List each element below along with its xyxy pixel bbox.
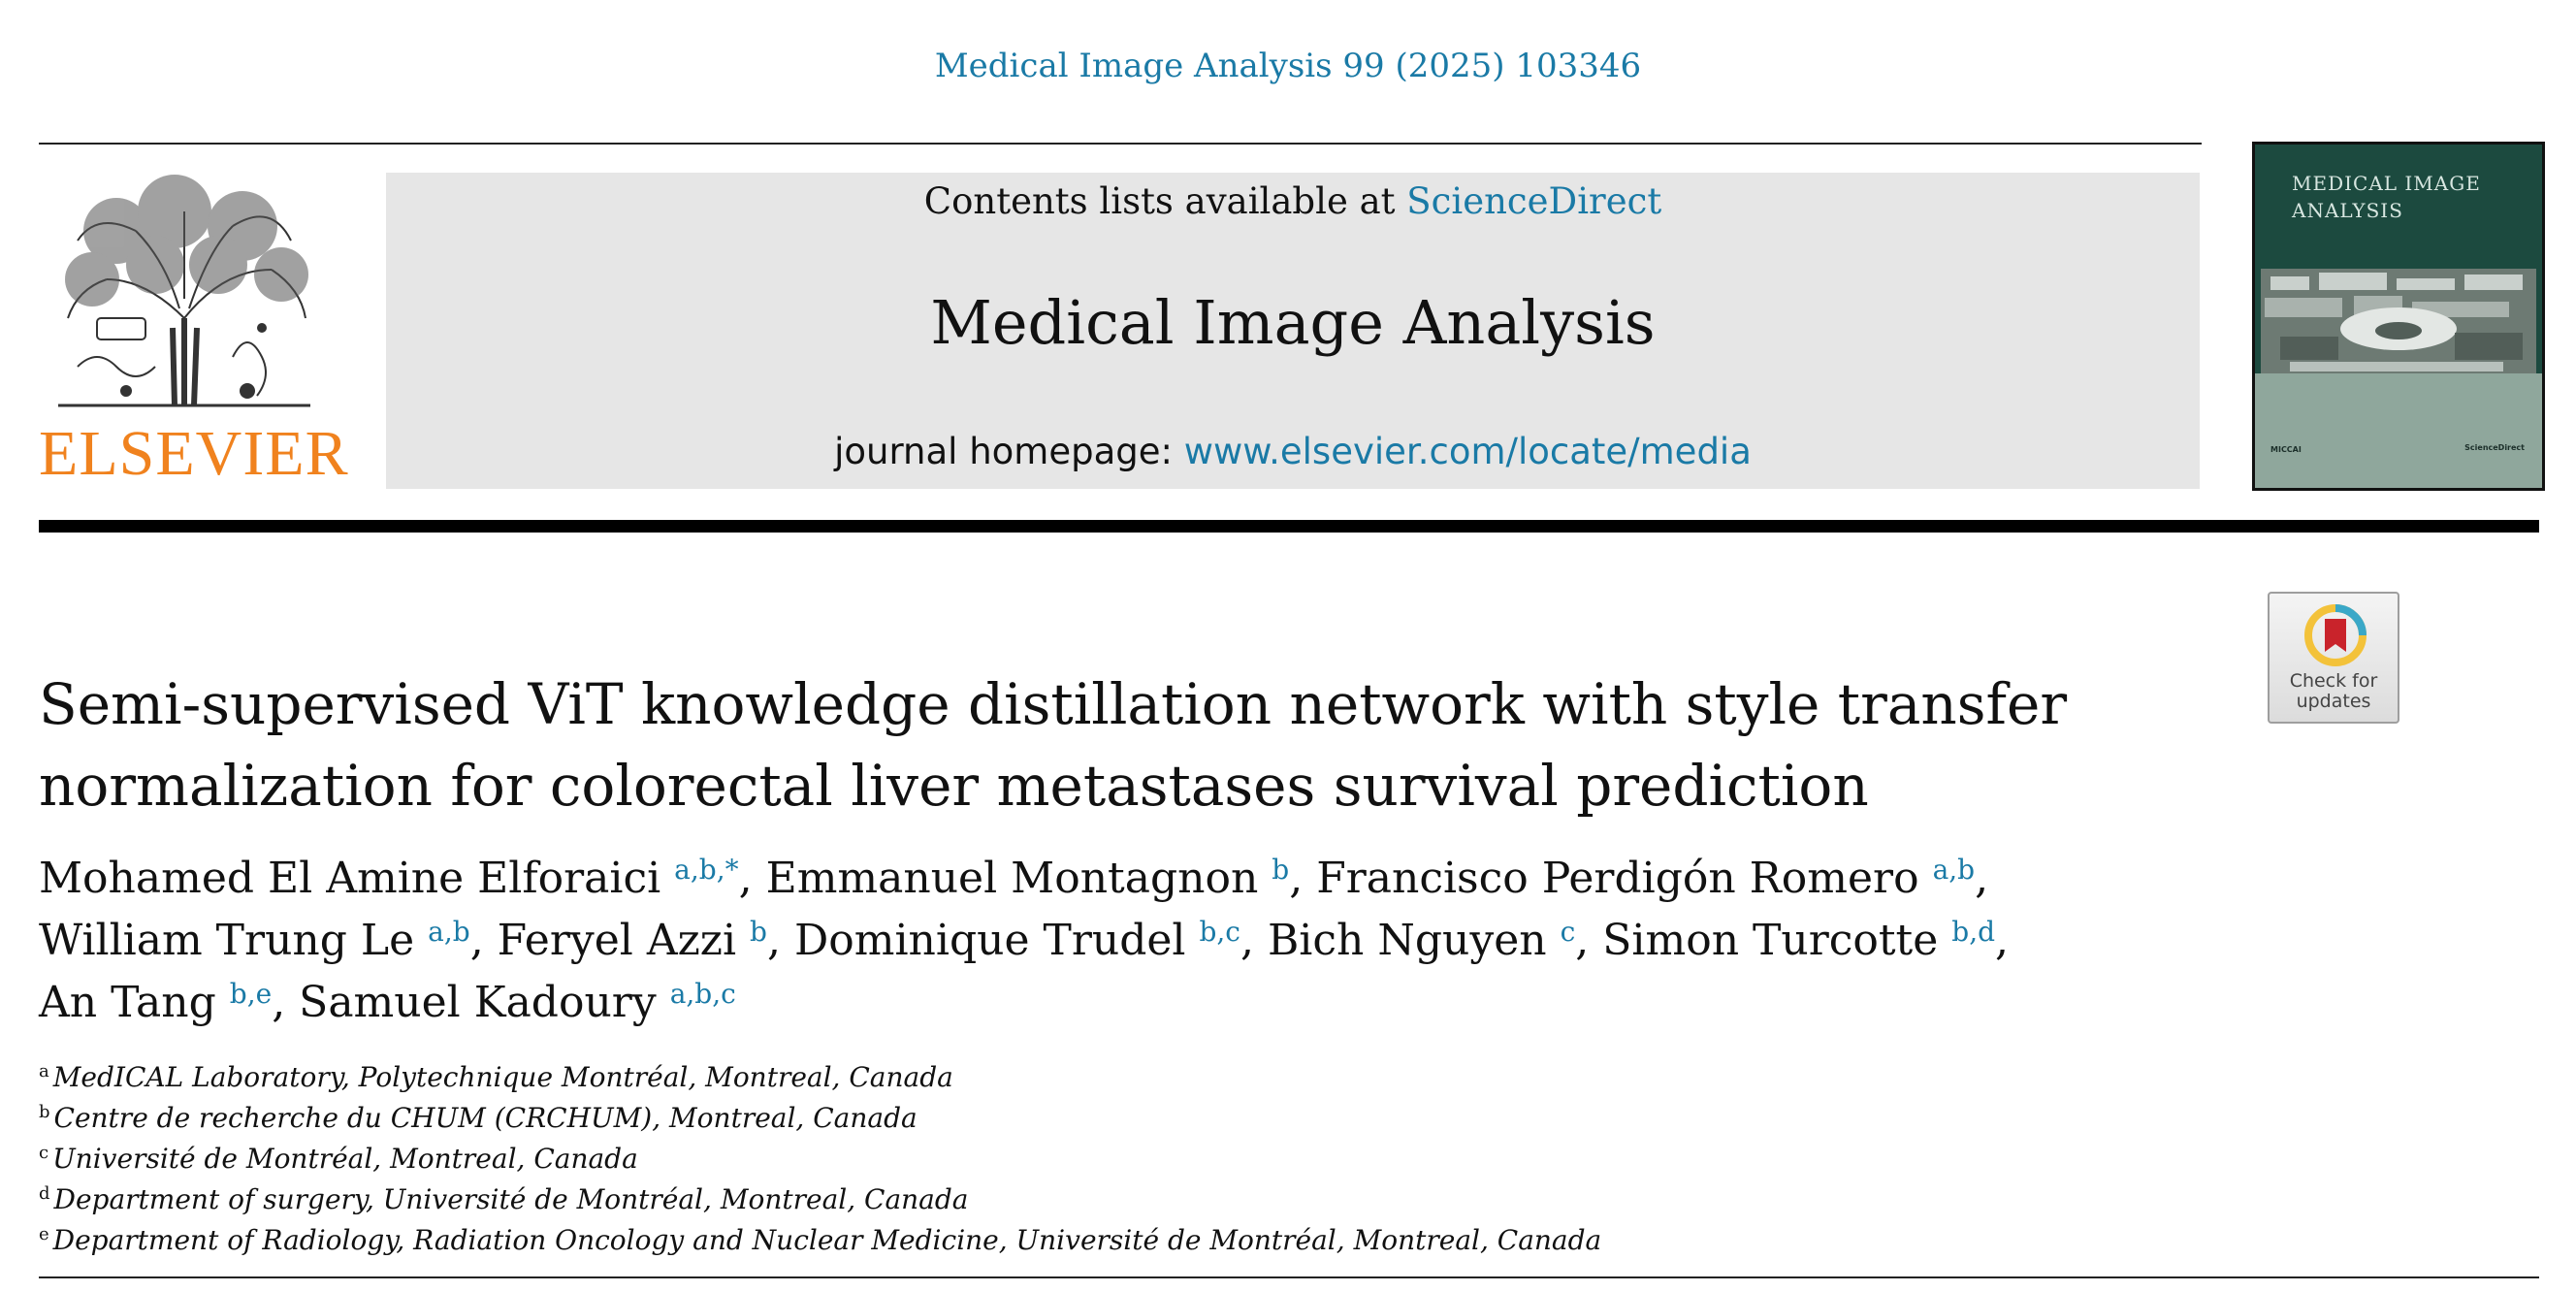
affiliation-item: a MedICAL Laboratory, Polytechnique Montr…: [39, 1057, 2221, 1098]
affiliation-text: MedICAL Laboratory, Polytechnique Montré…: [52, 1061, 953, 1093]
author-name: Francisco Perdigón Romero: [1316, 854, 1919, 903]
author-name: Simon Turcotte: [1602, 916, 1939, 965]
author-affiliation-link[interactable]: a,b: [1932, 854, 1976, 886]
author-name: Emmanuel Montagnon: [765, 854, 1259, 903]
author-separator: ,: [1575, 916, 1603, 965]
author-line: William Trung Le a,b, Feryel Azzi b, Dom…: [39, 910, 2221, 972]
article-title: Semi-supervised ViT knowledge distillati…: [39, 663, 2221, 826]
affiliation-text: Department of Radiology, Radiation Oncol…: [52, 1224, 1602, 1256]
author-separator: ,: [738, 854, 766, 903]
affiliation-text: Centre de recherche du CHUM (CRCHUM), Mo…: [53, 1102, 918, 1134]
author-separator: ,: [469, 916, 498, 965]
author-separator: ,: [1995, 916, 2010, 965]
affiliation-key: d: [39, 1183, 50, 1204]
author-affiliation-link[interactable]: b,d: [1951, 916, 1996, 948]
author-separator: ,: [272, 978, 300, 1027]
author-line: Mohamed El Amine Elforaici a,b,*, Emmanu…: [39, 848, 2221, 910]
author-name: William Trung Le: [39, 916, 415, 965]
cover-title: MEDICAL IMAGE ANALYSIS: [2292, 172, 2481, 222]
homepage-line: journal homepage: www.elsevier.com/locat…: [386, 431, 2200, 472]
cover-footer: MICCAI ScienceDirect: [2255, 373, 2542, 488]
affiliation-item: b Centre de recherche du CHUM (CRCHUM), M…: [39, 1098, 2221, 1139]
affiliation-text: Université de Montréal, Montreal, Canada: [52, 1143, 638, 1175]
author-separator: ,: [1240, 916, 1268, 965]
author-line: An Tang b,e, Samuel Kadoury a,b,c: [39, 972, 2221, 1034]
author-name: Mohamed El Amine Elforaici: [39, 854, 661, 903]
bookmark-ring-icon: [2304, 604, 2367, 666]
author-separator: ,: [1289, 854, 1317, 903]
author-name: Dominique Trudel: [793, 916, 1186, 965]
section-rule: [39, 1276, 2539, 1278]
brain-scan-image: [2261, 269, 2536, 375]
author-separator: ,: [1975, 854, 1989, 903]
sciencedirect-link[interactable]: ScienceDirect: [1406, 180, 1662, 222]
contents-line: Contents lists available at ScienceDirec…: [386, 178, 2200, 225]
journal-cover[interactable]: MEDICAL IMAGE ANALYSIS MICCAI ScienceDir…: [2252, 142, 2545, 491]
sciencedirect-logo: ScienceDirect: [2464, 443, 2525, 452]
author-affiliation-link[interactable]: c: [1560, 916, 1576, 948]
elsevier-logo[interactable]: ELSEVIER: [39, 173, 349, 491]
author-name: Feryel Azzi: [497, 916, 737, 965]
author-affiliation-link[interactable]: b: [750, 916, 767, 948]
affiliation-item: d Department of surgery, Université de Mo…: [39, 1179, 2221, 1220]
title-line-1: Semi-supervised ViT knowledge distillati…: [39, 671, 2068, 737]
homepage-prefix: journal homepage:: [834, 431, 1184, 472]
check-for-updates-button[interactable]: Check for updates: [2268, 592, 2399, 724]
header-rule: [39, 143, 2202, 145]
elsevier-tree-icon: [58, 175, 310, 407]
author-affiliation-link[interactable]: a,b: [428, 916, 470, 948]
miccai-logo: MICCAI: [2270, 445, 2302, 454]
affiliation-key: b: [39, 1102, 50, 1122]
affiliation-list: a MedICAL Laboratory, Polytechnique Montr…: [39, 1057, 2221, 1261]
homepage-link[interactable]: www.elsevier.com/locate/media: [1183, 431, 1752, 472]
author-name: Bich Nguyen: [1267, 916, 1547, 965]
journal-citation[interactable]: Medical Image Analysis 99 (2025) 103346: [934, 47, 1642, 85]
author-list: Mohamed El Amine Elforaici a,b,*, Emmanu…: [39, 848, 2221, 1034]
author-affiliation-link[interactable]: a,b,*: [674, 854, 739, 886]
journal-title: Medical Image Analysis: [930, 287, 1656, 358]
author-affiliation-link[interactable]: a,b,c: [669, 978, 736, 1010]
author-name: Samuel Kadoury: [299, 978, 657, 1027]
contents-prefix: Contents lists available at: [923, 180, 1407, 222]
check-for-updates-label: Check for updates: [2289, 670, 2378, 712]
author-affiliation-link[interactable]: b,e: [229, 978, 273, 1010]
affiliation-key: c: [39, 1143, 49, 1163]
elsevier-wordmark: ELSEVIER: [39, 418, 349, 489]
affiliation-item: c Université de Montréal, Montreal, Canad…: [39, 1139, 2221, 1179]
affiliation-text: Department of surgery, Université de Mon…: [53, 1183, 969, 1215]
affiliation-key: a: [39, 1061, 49, 1082]
author-separator: ,: [766, 916, 794, 965]
journal-banner: Contents lists available at ScienceDirec…: [386, 173, 2200, 489]
author-affiliation-link[interactable]: b,c: [1199, 916, 1240, 948]
affiliation-key: e: [39, 1224, 49, 1244]
author-affiliation-link[interactable]: b: [1272, 854, 1290, 886]
title-line-2: normalization for colorectal liver metas…: [39, 753, 1869, 819]
author-name: An Tang: [39, 978, 216, 1027]
affiliation-item: e Department of Radiology, Radiation Onco…: [39, 1220, 2221, 1261]
masthead-rule: [39, 520, 2539, 533]
